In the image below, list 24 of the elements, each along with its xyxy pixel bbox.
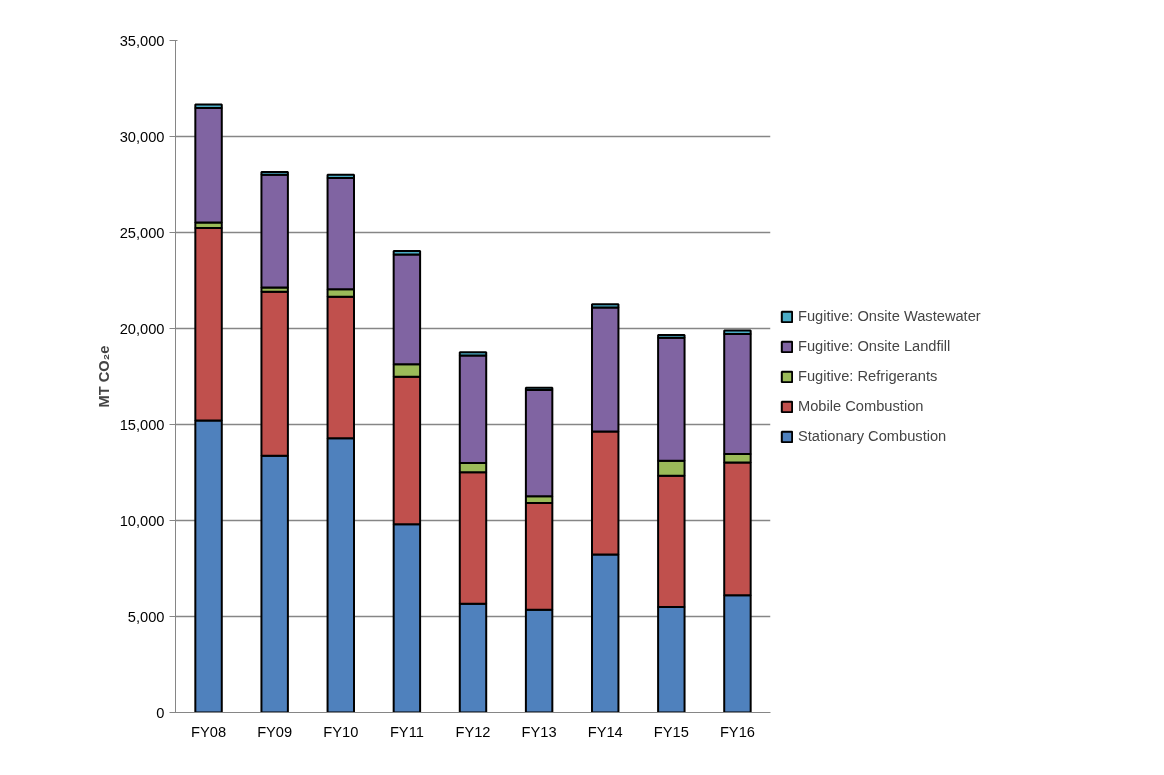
y-tick-label: 5,000 [127,608,165,625]
x-tick-label: FY14 [587,723,623,740]
y-tick-label: 15,000 [119,416,165,433]
x-tick-label: FY15 [653,723,689,740]
legend-label: Fugitive: Refrigerants [798,368,938,384]
x-tick-label: FY08 [191,723,227,740]
y-tick-label: 10,000 [119,512,165,529]
x-tick-label: FY13 [521,723,557,740]
y-tick-label: 35,000 [119,32,165,49]
x-tick-label: FY10 [323,723,359,740]
y-axis-title: MT CO₂e [95,345,112,408]
legend-label: Fugitive: Onsite Landfill [798,338,951,354]
y-tick-label: 20,000 [119,320,165,337]
legend-label: Stationary Combustion [798,428,947,444]
x-tick-label: FY16 [719,723,755,740]
x-tick-label: FY12 [455,723,491,740]
bar [260,173,289,289]
x-tick-label: FY09 [257,723,293,740]
legend-label: Fugitive: Onsite Wastewater [798,308,981,324]
x-tick-label: FY11 [389,723,424,740]
y-tick-label: 30,000 [119,128,165,145]
y-tick-label: 0 [156,704,165,721]
legend-label: Mobile Combustion [798,398,924,414]
y-tick-label: 25,000 [119,224,165,241]
